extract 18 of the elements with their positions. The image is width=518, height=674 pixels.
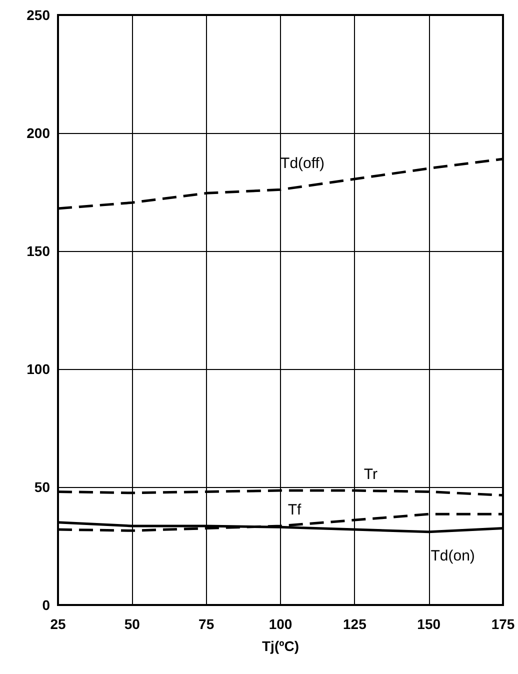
x-tick-label: 100	[268, 616, 292, 632]
y-tick-label: 50	[34, 479, 50, 495]
series-label: Tf	[288, 501, 302, 518]
x-tick-label: 175	[491, 616, 515, 632]
x-tick-label: 50	[124, 616, 140, 632]
y-tick-label: 100	[26, 361, 50, 377]
series-label: Td(on)	[430, 547, 475, 564]
x-tick-label: 150	[417, 616, 441, 632]
series-label: Td(off)	[280, 155, 324, 172]
y-tick-label: 150	[26, 243, 50, 259]
y-tick-label: 250	[26, 7, 50, 23]
y-tick-label: 200	[26, 125, 50, 141]
y-tick-label: 0	[42, 597, 50, 613]
x-tick-label: 125	[342, 616, 367, 632]
x-axis-title: Tj(ºC)	[262, 638, 299, 654]
x-tick-label: 25	[50, 616, 66, 632]
x-tick-label: 75	[198, 616, 214, 632]
series-label: Tr	[364, 466, 378, 484]
